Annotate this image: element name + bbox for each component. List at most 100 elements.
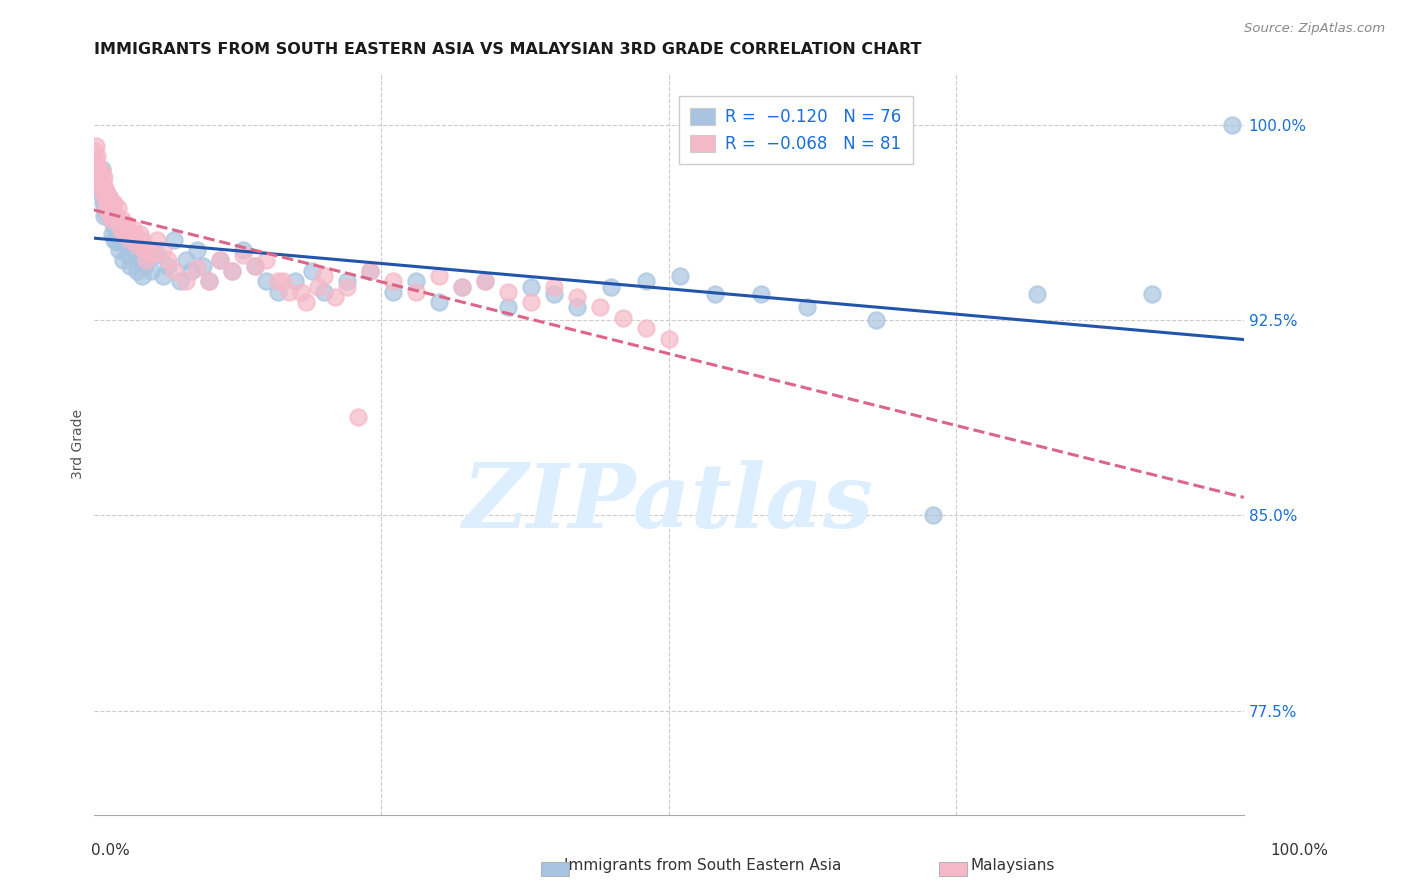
Point: [108, 217, 131, 231]
Point: [152, 269, 174, 284]
Point: [122, 243, 145, 257]
Point: [94, 202, 117, 216]
Point: [266, 274, 288, 288]
Point: [496, 285, 519, 299]
Point: [290, 285, 312, 299]
Point: [90, 165, 112, 179]
Point: [98, 191, 121, 205]
Point: [96, 196, 118, 211]
Point: [301, 264, 323, 278]
Point: [128, 253, 150, 268]
Point: [381, 274, 404, 288]
Point: [336, 274, 359, 288]
Point: [90, 162, 112, 177]
Point: [405, 274, 427, 288]
Point: [135, 253, 157, 268]
Point: [89, 165, 111, 179]
Text: Malaysians: Malaysians: [970, 858, 1054, 873]
Point: [565, 301, 588, 315]
Point: [127, 264, 149, 278]
Point: [96, 202, 118, 216]
Point: [128, 227, 150, 242]
Point: [427, 295, 450, 310]
Y-axis label: 3rd Grade: 3rd Grade: [72, 409, 86, 479]
Point: [83, 145, 105, 159]
Point: [273, 274, 295, 288]
Legend: R =  −0.120   N = 76, R =  −0.068   N = 81: R = −0.120 N = 76, R = −0.068 N = 81: [679, 96, 914, 164]
Point: [405, 285, 427, 299]
Point: [197, 274, 219, 288]
Point: [496, 301, 519, 315]
Point: [91, 176, 114, 190]
Point: [98, 202, 121, 216]
Point: [108, 243, 131, 257]
Point: [169, 274, 191, 288]
Point: [295, 295, 318, 310]
Point: [1025, 287, 1047, 301]
Point: [266, 285, 288, 299]
Point: [107, 202, 129, 216]
Point: [209, 253, 232, 268]
Point: [427, 269, 450, 284]
Point: [120, 259, 142, 273]
Point: [101, 227, 124, 242]
Point: [105, 235, 128, 250]
Point: [209, 253, 232, 268]
Point: [519, 279, 541, 293]
Point: [93, 170, 115, 185]
Point: [186, 243, 208, 257]
Point: [197, 274, 219, 288]
Point: [94, 186, 117, 200]
Point: [543, 279, 565, 293]
Point: [243, 259, 266, 273]
Point: [180, 264, 202, 278]
Point: [157, 253, 180, 268]
Text: Immigrants from South Eastern Asia: Immigrants from South Eastern Asia: [564, 858, 842, 873]
Point: [323, 290, 346, 304]
Point: [89, 170, 111, 185]
Point: [359, 264, 381, 278]
Point: [101, 217, 124, 231]
Point: [146, 233, 169, 247]
Point: [796, 301, 818, 315]
Point: [307, 279, 329, 293]
Point: [111, 211, 134, 226]
Point: [86, 157, 108, 171]
Point: [634, 321, 657, 335]
Point: [89, 180, 111, 194]
Point: [114, 217, 136, 231]
Point: [86, 183, 108, 197]
Point: [146, 248, 169, 262]
Point: [100, 202, 122, 216]
Point: [565, 290, 588, 304]
Point: [1140, 287, 1163, 301]
Point: [474, 274, 496, 288]
Point: [232, 243, 254, 257]
Point: [450, 279, 472, 293]
Point: [134, 243, 156, 257]
Point: [221, 264, 243, 278]
Point: [112, 253, 135, 268]
Point: [543, 287, 565, 301]
Point: [381, 285, 404, 299]
Point: [94, 191, 117, 205]
Text: IMMIGRANTS FROM SOUTH EASTERN ASIA VS MALAYSIAN 3RD GRADE CORRELATION CHART: IMMIGRANTS FROM SOUTH EASTERN ASIA VS MA…: [94, 42, 921, 57]
Text: ZIPatlas: ZIPatlas: [463, 460, 875, 547]
Point: [131, 233, 153, 247]
Point: [100, 211, 122, 226]
Point: [312, 285, 335, 299]
Point: [1220, 118, 1243, 132]
Point: [600, 279, 623, 293]
Point: [131, 269, 153, 284]
Point: [191, 259, 214, 273]
Point: [84, 139, 107, 153]
Point: [84, 170, 107, 185]
Point: [94, 180, 117, 194]
Point: [589, 301, 612, 315]
Point: [96, 207, 118, 221]
Point: [612, 310, 634, 325]
Point: [110, 222, 132, 236]
Point: [101, 207, 124, 221]
Point: [519, 295, 541, 310]
Point: [89, 165, 111, 179]
